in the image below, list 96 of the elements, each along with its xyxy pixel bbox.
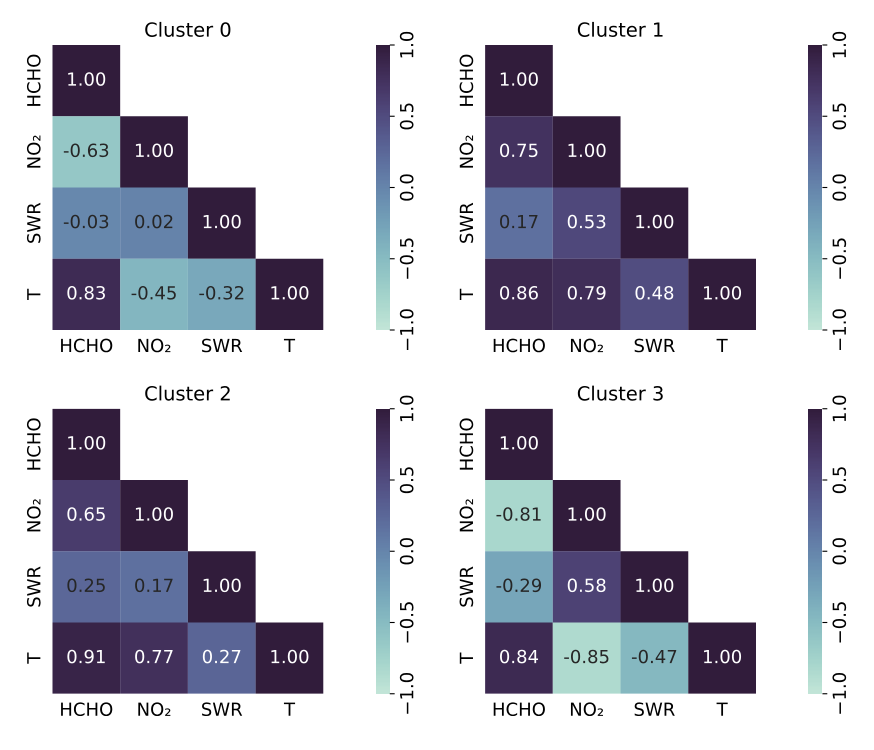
color-bar-label: −0.5 — [400, 602, 414, 643]
data-label: 1.00 — [636, 214, 674, 228]
color-bar-label: 0.0 — [832, 538, 846, 564]
x-tick-label: NO₂ — [138, 702, 170, 716]
chart-title: Cluster 2 — [145, 386, 230, 401]
data-label: -0.32 — [199, 286, 244, 300]
x-tick-label: SWR — [202, 702, 242, 716]
x-tick-label: T — [284, 702, 296, 716]
color-bar-label: −1.0 — [832, 673, 846, 714]
y-tick-label: NO₂ — [460, 136, 474, 168]
x-tick-label: T — [716, 338, 728, 352]
x-tick-label: T — [716, 702, 728, 716]
chart-title: Cluster 3 — [578, 386, 663, 401]
data-label: -0.63 — [64, 143, 108, 158]
data-label: 0.65 — [67, 507, 105, 521]
color-bar-label: −1.0 — [832, 309, 846, 350]
x-tick-label: HCHO — [494, 702, 545, 716]
y-tick-label: HCHO — [460, 54, 474, 106]
chart-title: Cluster 0 — [145, 22, 230, 37]
y-tick-label: SWR — [26, 566, 41, 607]
data-label: 1.00 — [704, 650, 742, 664]
color-bar-label: 0.0 — [400, 538, 414, 564]
color-bar-label: 1.0 — [400, 32, 414, 58]
data-label: 1.00 — [204, 214, 241, 228]
color-bar-label: 0.5 — [400, 467, 414, 494]
y-tick-label: NO₂ — [26, 499, 41, 532]
x-tick-label: NO₂ — [138, 338, 170, 352]
data-label: 1.00 — [271, 286, 308, 300]
x-tick-label: T — [284, 338, 296, 352]
data-label: 0.58 — [568, 578, 606, 592]
data-label: 0.84 — [500, 650, 538, 664]
y-tick-label: HCHO — [26, 54, 41, 106]
data-label: 1.00 — [68, 436, 106, 450]
data-label: 1.00 — [271, 650, 308, 664]
data-label: 1.00 — [568, 507, 606, 521]
data-label: 0.27 — [202, 650, 240, 664]
data-label: 0.83 — [67, 286, 105, 300]
y-tick-label: SWR — [460, 202, 474, 243]
color-bar-label: 0.5 — [832, 103, 846, 130]
data-label: -0.45 — [132, 286, 176, 300]
data-label: -0.29 — [496, 578, 542, 592]
y-tick-label: NO₂ — [460, 499, 474, 532]
x-tick-label: SWR — [634, 702, 675, 716]
data-label: 1.00 — [500, 72, 538, 86]
color-bar-label: −0.5 — [400, 238, 414, 279]
data-label: -0.47 — [632, 650, 676, 664]
data-label: 1.00 — [204, 578, 241, 592]
color-bar-label: 0.0 — [832, 174, 846, 201]
color-bar-label: −0.5 — [832, 238, 846, 279]
y-tick-label: T — [460, 288, 473, 300]
y-tick-label: SWR — [460, 566, 474, 607]
color-bar-label: −1.0 — [400, 673, 414, 714]
x-tick-label: HCHO — [61, 702, 112, 716]
data-label: 1.00 — [500, 436, 538, 450]
data-label: 0.17 — [135, 578, 173, 592]
color-bar-label: 0.5 — [400, 103, 414, 130]
color-bar-label: 0.5 — [832, 467, 846, 494]
y-tick-label: HCHO — [460, 418, 474, 470]
y-tick-label: NO₂ — [26, 136, 41, 168]
color-bar-label: 1.0 — [832, 32, 846, 58]
data-label: 0.91 — [67, 650, 105, 664]
data-label: 0.79 — [568, 286, 606, 300]
data-label: 0.86 — [500, 286, 538, 300]
y-tick-label: T — [460, 652, 473, 664]
data-label: -0.03 — [64, 214, 108, 228]
color-bar-label: 1.0 — [832, 396, 846, 422]
data-label: 0.02 — [135, 214, 172, 228]
y-tick-label: T — [27, 652, 40, 664]
y-tick-label: SWR — [26, 202, 41, 243]
data-label: 0.48 — [635, 286, 674, 300]
color-bar-label: −1.0 — [400, 309, 414, 350]
data-label: 0.77 — [135, 650, 173, 664]
x-tick-label: SWR — [634, 338, 675, 352]
color-bar-label: −0.5 — [832, 602, 846, 643]
data-label: 1.00 — [636, 578, 674, 592]
data-label: 0.75 — [500, 143, 538, 158]
y-tick-label: HCHO — [26, 418, 41, 470]
color-bar-label: 0.0 — [400, 174, 414, 201]
data-label: 1.00 — [704, 286, 742, 300]
x-tick-label: HCHO — [61, 338, 112, 352]
x-tick-label: NO₂ — [570, 702, 604, 716]
chart-title: Cluster 1 — [578, 22, 663, 37]
data-label: 0.53 — [568, 214, 606, 228]
data-label: 1.00 — [568, 143, 606, 158]
x-tick-label: SWR — [202, 338, 242, 352]
data-label: 0.17 — [500, 214, 538, 228]
data-label: 1.00 — [136, 143, 173, 158]
data-label: -0.81 — [496, 507, 541, 521]
x-tick-label: HCHO — [494, 338, 545, 352]
x-tick-label: NO₂ — [570, 338, 604, 352]
data-label: 1.00 — [136, 507, 173, 521]
data-label: 0.25 — [67, 578, 105, 592]
color-bar-label: 1.0 — [400, 396, 414, 422]
data-label: -0.85 — [564, 650, 608, 664]
y-tick-label: T — [27, 288, 40, 300]
data-label: 1.00 — [68, 72, 106, 86]
